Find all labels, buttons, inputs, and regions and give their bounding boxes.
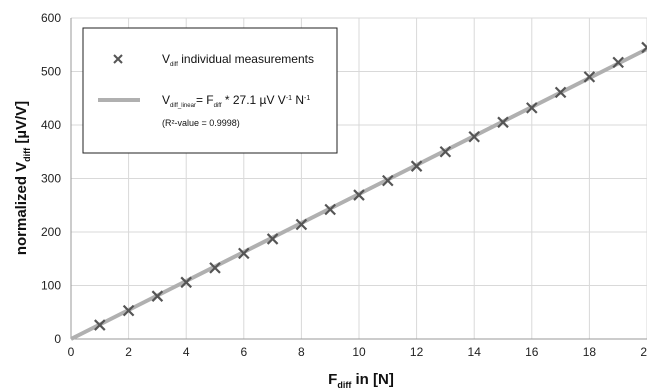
data-point-marker — [583, 71, 596, 83]
y-tick-label: 600 — [41, 11, 61, 25]
y-tick-label: 100 — [41, 279, 61, 293]
data-point-marker — [554, 86, 567, 99]
data-point-marker — [612, 56, 624, 69]
legend-marker-icon — [113, 54, 123, 64]
x-tick-label: 6 — [240, 345, 247, 359]
data-point-marker — [180, 276, 192, 289]
data-point-marker — [497, 116, 509, 129]
y-tick-label: 500 — [41, 65, 61, 79]
y-tick-label: 300 — [41, 172, 61, 186]
data-point-marker — [122, 304, 135, 317]
legend-box — [82, 27, 338, 154]
y-tick-labels: 0 100 200 300 400 500 600 — [41, 11, 61, 346]
y-tick-label: 400 — [41, 118, 61, 132]
x-tick-label: 18 — [583, 345, 597, 359]
x-tick-label: 10 — [352, 345, 366, 359]
x-tick-labels: 0 2 4 6 8 10 12 14 16 18 20 — [68, 345, 647, 359]
x-tick-label: 4 — [183, 345, 190, 359]
y-tick-label: 0 — [54, 332, 61, 346]
data-point-marker — [468, 130, 480, 143]
data-point-marker — [151, 290, 164, 302]
data-point-marker — [526, 102, 538, 114]
data-point-marker — [439, 145, 452, 158]
data-point-marker — [295, 218, 308, 231]
gridlines — [71, 17, 647, 339]
y-axis-label: normalized Vdiff [µV/V] — [13, 101, 32, 255]
y-tick-label: 200 — [41, 225, 61, 239]
legend-r2-note: (R²-value = 0.9998) — [162, 118, 240, 128]
x-tick-label: 16 — [525, 345, 539, 359]
data-point-marker — [266, 233, 279, 245]
x-tick-label: 2 — [125, 345, 132, 359]
data-point-marker — [238, 247, 250, 260]
legend: Vdiff individual measurements Vdiff_line… — [82, 27, 338, 154]
data-point-marker — [382, 174, 394, 187]
x-tick-label: 12 — [410, 345, 424, 359]
x-axis-label: Fdiff in [N] — [328, 371, 394, 389]
data-point-marker — [410, 160, 423, 172]
x-tick-label: 14 — [468, 345, 482, 359]
data-point-marker — [641, 41, 647, 54]
legend-label-fit: Vdiff_linear= Fdiff * 27.1 µV V-1 N-1 — [162, 93, 310, 109]
data-point-marker — [324, 203, 336, 216]
data-point-marker — [94, 319, 106, 331]
measurement-series — [94, 41, 647, 331]
x-tick-label: 20 — [640, 345, 647, 359]
data-point-marker — [209, 262, 221, 274]
data-point-marker — [353, 189, 365, 201]
legend-label-measurements: Vdiff individual measurements — [162, 52, 314, 68]
x-tick-label: 0 — [68, 345, 75, 359]
axes — [70, 18, 647, 340]
x-tick-label: 8 — [298, 345, 305, 359]
